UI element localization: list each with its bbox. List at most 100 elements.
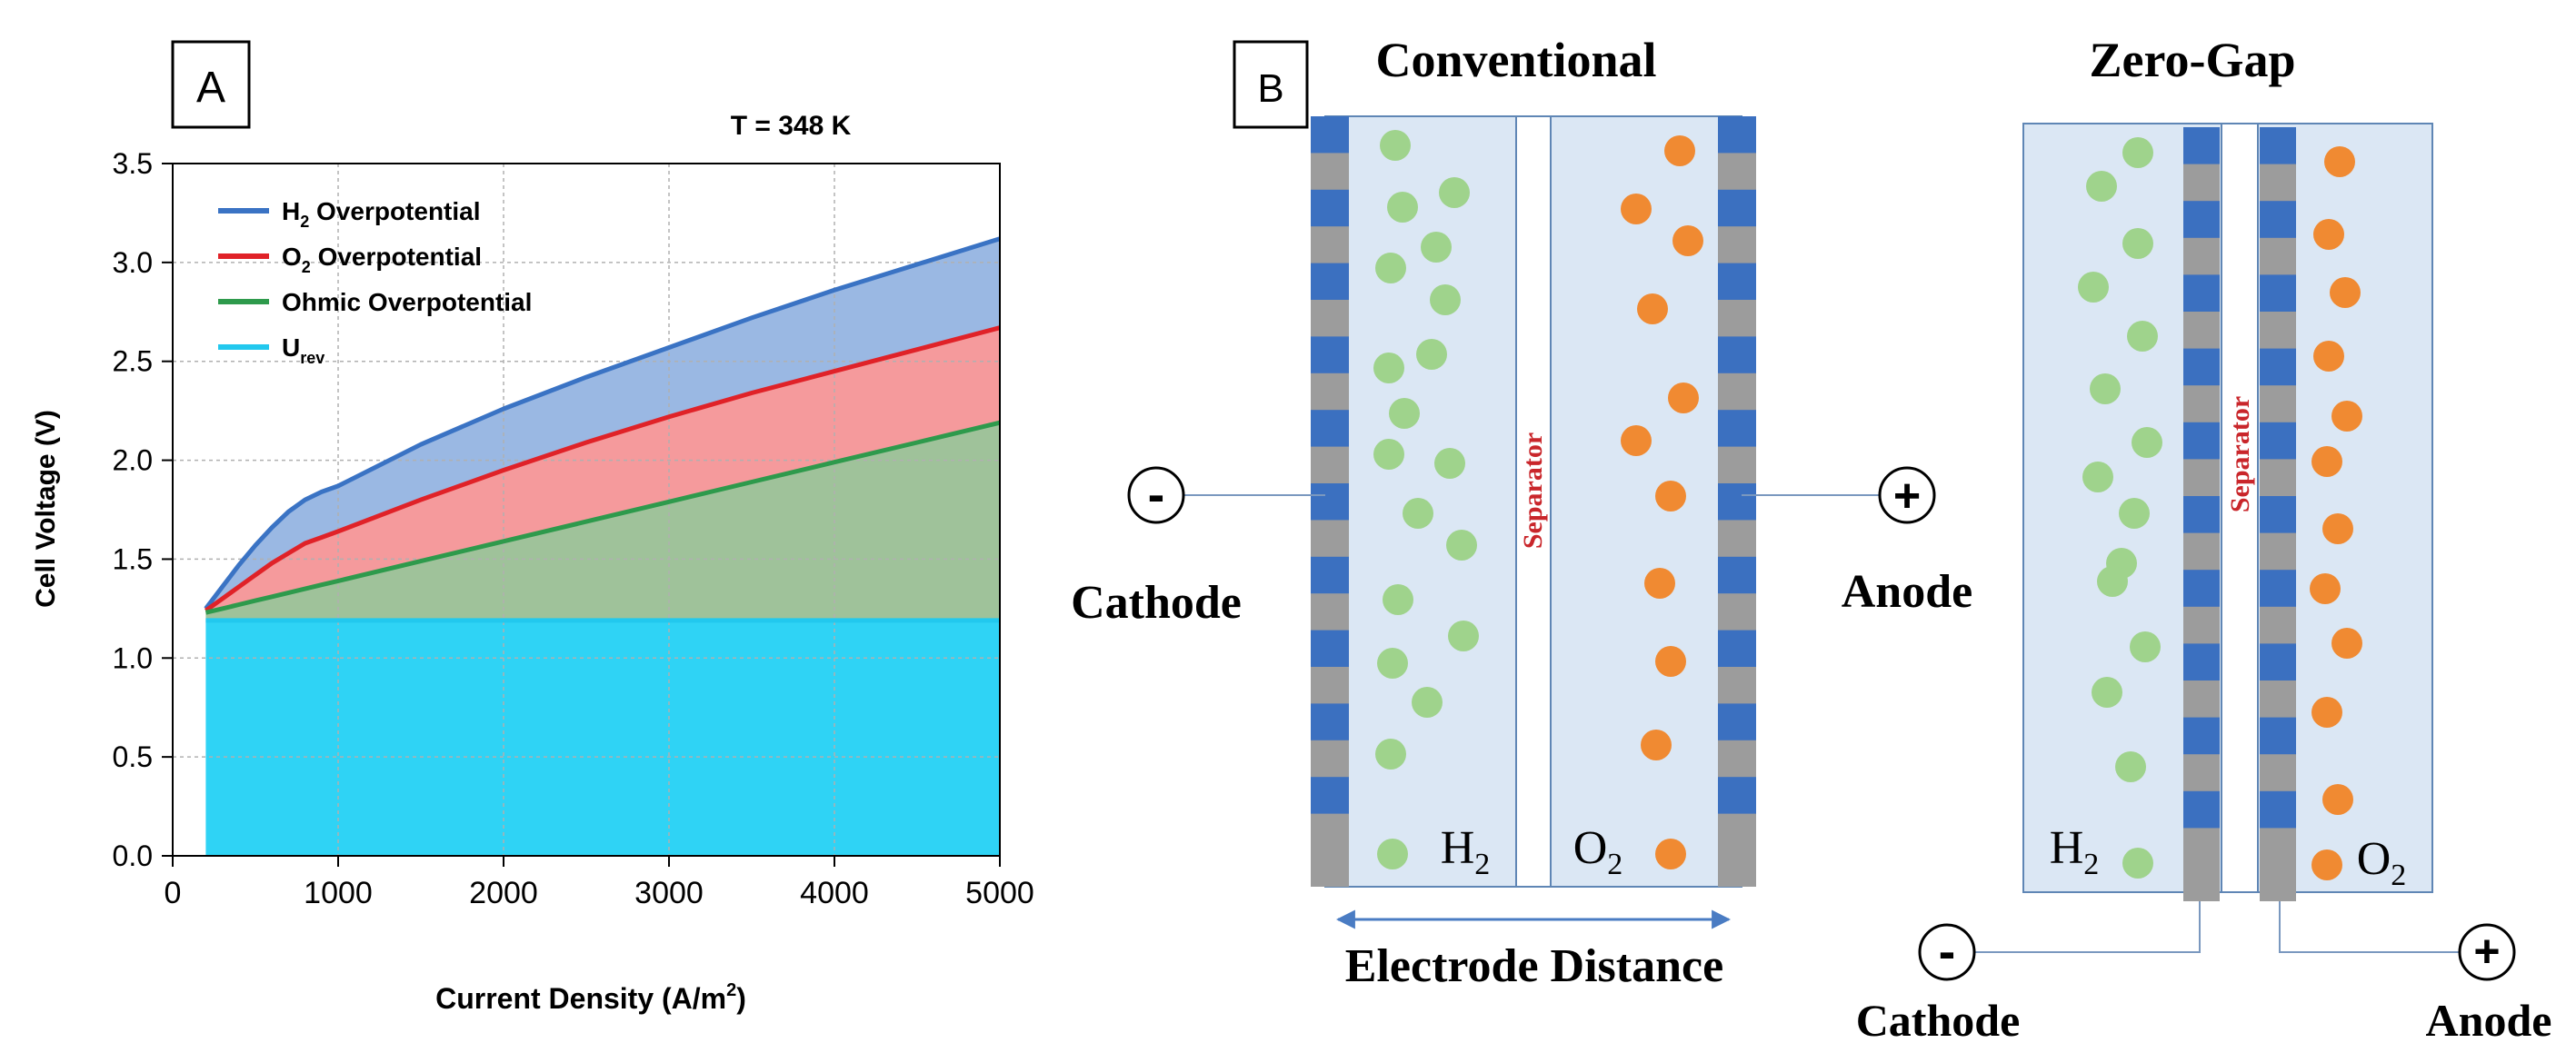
electrode-segment xyxy=(2260,422,2296,460)
electrode-segment xyxy=(2260,570,2296,607)
gas-bubble xyxy=(1377,648,1408,679)
conventional-bubbles xyxy=(1373,130,1703,869)
panel-b-label: B xyxy=(1257,66,1283,111)
zero-gap-separator-label: Separator xyxy=(2225,396,2255,512)
gas-bubble xyxy=(2119,498,2150,529)
gas-bubble xyxy=(2311,849,2342,880)
panel-b-label-box xyxy=(1233,40,1309,129)
electrode-segment xyxy=(1311,556,1349,594)
x-tick-label: 0 xyxy=(165,876,182,910)
gas-bubble xyxy=(1383,584,1413,615)
electrode-segment xyxy=(2260,348,2296,386)
x-axis-label-end: ) xyxy=(736,982,746,1015)
electrode-segment xyxy=(1311,189,1349,227)
electrode-segment xyxy=(2183,127,2220,164)
gas-bubble xyxy=(2097,566,2128,597)
gas-bubble xyxy=(2122,848,2153,879)
electrode-segment xyxy=(1718,189,1756,227)
zero-gap-anode-electrode xyxy=(2260,127,2296,901)
electrode-distance-label: Electrode Distance xyxy=(1345,940,1723,992)
electrode-segment xyxy=(2260,127,2296,164)
gas-bubble xyxy=(1655,646,1686,677)
gas-bubble xyxy=(2127,321,2158,352)
gas-bubble xyxy=(1377,839,1408,869)
y-tick-label: 0.0 xyxy=(113,839,153,872)
gas-bubble xyxy=(2331,401,2362,432)
electrode-segment xyxy=(1718,556,1756,594)
gas-bubble xyxy=(1380,130,1411,161)
zero-gap-anode-wire xyxy=(2279,901,2460,953)
conventional-o2-sub: 2 xyxy=(1607,848,1622,881)
electrode-segment xyxy=(1718,410,1756,447)
gas-bubble xyxy=(2122,228,2153,259)
y-tick-label: 3.5 xyxy=(113,147,153,180)
conventional-anode-electrode xyxy=(1718,116,1756,887)
electrode-segment xyxy=(2183,570,2220,607)
gas-bubble xyxy=(2082,462,2113,492)
gas-bubble xyxy=(1421,232,1452,263)
plot-frame xyxy=(172,163,1001,857)
electrode-segment xyxy=(2183,717,2220,755)
conventional-separator-label: Separator xyxy=(1518,432,1548,549)
x-tick-label: 4000 xyxy=(800,876,869,910)
y-tick-label: 2.5 xyxy=(113,345,153,378)
electrode-segment xyxy=(1718,703,1756,740)
x-tick-label: 5000 xyxy=(965,876,1034,910)
area-1 xyxy=(205,327,1000,613)
y-axis-label: Cell Voltage (V) xyxy=(31,410,61,608)
conventional-cathode-electrode xyxy=(1311,116,1349,887)
x-tick-label: 2000 xyxy=(469,876,538,910)
y-tick-label: 1.5 xyxy=(113,542,153,575)
zero-gap-cathode-label: Cathode xyxy=(1856,995,2021,1043)
gas-bubble xyxy=(1389,398,1420,429)
gas-bubble xyxy=(1637,293,1668,324)
gas-bubble xyxy=(1430,284,1461,315)
panel-a: A 0 1000 2000 3000 4000 5000 0.0 0.5 1.0 1.5 2.0 2.… xyxy=(31,40,1034,1015)
gas-bubble xyxy=(1621,425,1652,456)
gas-bubble xyxy=(2115,751,2146,782)
y-tick-label: 2.0 xyxy=(113,444,153,477)
electrode-segment xyxy=(2260,201,2296,238)
electrode-segment xyxy=(1311,777,1349,814)
gas-bubble xyxy=(2130,631,2161,662)
electrode-segment xyxy=(1718,336,1756,373)
conventional-anode-sign: + xyxy=(1893,470,1921,522)
y-tick-label: 1.0 xyxy=(113,641,153,674)
electrode-segment xyxy=(1718,630,1756,667)
x-tick-label: 1000 xyxy=(304,876,373,910)
gas-bubble xyxy=(2311,446,2342,477)
chart-grid xyxy=(173,164,1000,856)
gas-bubble xyxy=(1373,439,1404,470)
legend-label-0: H2 Overpotential xyxy=(282,197,481,231)
conventional-h2-label: H2 xyxy=(1441,822,1491,881)
gas-bubble xyxy=(1644,568,1675,599)
conventional-cathode-label: Cathode xyxy=(1071,577,1242,629)
gas-bubble xyxy=(2078,272,2109,303)
electrode-segment xyxy=(1718,116,1756,154)
gas-bubble xyxy=(1655,481,1686,512)
conventional-o2-label: O2 xyxy=(1573,822,1623,881)
series-line-2 xyxy=(205,420,1001,615)
gas-bubble xyxy=(2313,341,2344,372)
x-axis-label-sup: 2 xyxy=(726,980,736,1000)
chart-lines xyxy=(204,236,1001,623)
zero-gap-cathode-sign: - xyxy=(1939,922,1956,979)
gas-bubble xyxy=(2322,513,2353,544)
zero-gap-title: Zero-Gap xyxy=(2090,33,2296,87)
chart-legend: H2 Overpotential O2 Overpotential Ohmic Ov… xyxy=(218,197,532,367)
electrode-segment xyxy=(1311,116,1349,154)
gas-bubble xyxy=(1375,253,1406,283)
zero-gap-bubbles xyxy=(2078,137,2362,880)
x-tick-label: 3000 xyxy=(634,876,704,910)
conventional-cathode-sign: - xyxy=(1148,465,1165,522)
electrode-segment xyxy=(1718,263,1756,300)
electrode-segment xyxy=(1311,336,1349,373)
gas-bubble xyxy=(1387,192,1418,223)
conventional-electrolyte-anode xyxy=(1550,115,1742,888)
conventional-anode-label: Anode xyxy=(1842,566,1972,618)
conventional-cathode-terminal xyxy=(1127,466,1185,524)
zero-gap-cathode-wire xyxy=(1972,901,2201,953)
electrode-segment xyxy=(1311,410,1349,447)
legend-label-3: Urev xyxy=(282,333,324,367)
chart-title: T = 348 K xyxy=(731,111,852,141)
